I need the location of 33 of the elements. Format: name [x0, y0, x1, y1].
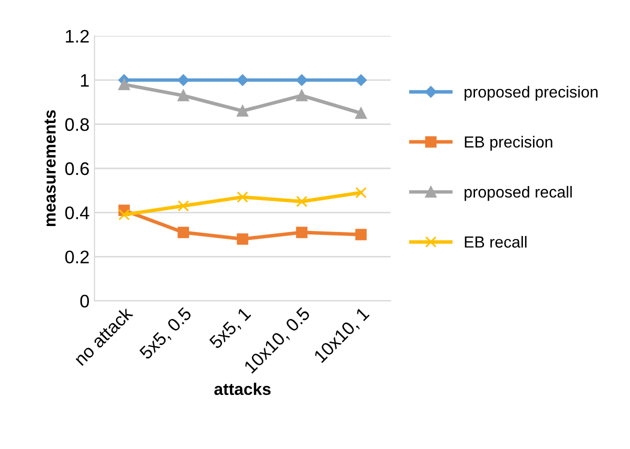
point [355, 107, 367, 119]
point [178, 200, 190, 212]
point [236, 191, 248, 203]
y-tick-label: 0 [80, 294, 89, 308]
y-tick-label: 0.4 [65, 206, 90, 220]
y-tick-label: 0.8 [65, 118, 89, 131]
legend-label: EB precision [464, 136, 552, 151]
point [296, 226, 308, 238]
x-tick-label: 5x5, 0.5 [138, 306, 194, 362]
y-tick-label: 0.6 [65, 162, 89, 176]
point [236, 233, 248, 245]
x-axis-title: attacks [214, 382, 271, 396]
point [178, 226, 190, 238]
legend-label: EB recall [464, 236, 526, 248]
point [355, 186, 367, 198]
y-axis-title: measurements [44, 110, 56, 226]
point [236, 74, 248, 86]
point [355, 74, 367, 86]
point [355, 228, 367, 240]
point [178, 90, 190, 102]
point [236, 105, 248, 117]
x-tick-label: 5x5, 1 [208, 306, 253, 351]
point [118, 209, 130, 220]
y-tick-label: 1 [80, 74, 89, 87]
point [296, 74, 308, 86]
point [178, 74, 190, 86]
point [118, 78, 130, 90]
point [296, 90, 308, 102]
y-tick-label: 1.2 [66, 30, 89, 42]
point [296, 196, 308, 208]
y-tick-label: 0.2 [65, 250, 89, 264]
legend-label: proposed precision [464, 86, 598, 101]
legend-label: proposed recall [464, 186, 572, 201]
